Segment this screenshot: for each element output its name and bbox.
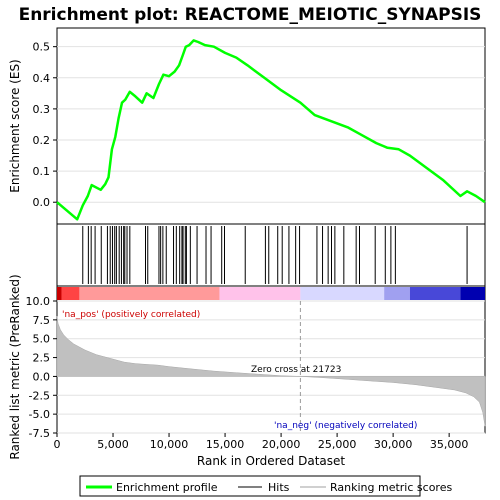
es-tick-label: 0.0	[33, 196, 51, 209]
es-tick-label: 0.2	[33, 134, 51, 147]
es-panel	[56, 27, 486, 225]
legend-ranking-label: Ranking metric scores	[330, 481, 452, 494]
x-tick-label: 20,000	[262, 438, 301, 451]
enrichment-profile-line	[56, 39, 486, 221]
chart-title: Enrichment plot: REACTOME_MEIOTIC_SYNAPS…	[19, 5, 482, 25]
color-bar-segment	[219, 287, 301, 300]
x-tick-label: 10,000	[150, 438, 189, 451]
x-tick-label: 0	[54, 438, 61, 451]
color-bar-segment	[409, 287, 461, 300]
x-axis-label: Rank in Ordered Dataset	[197, 454, 345, 468]
metric-tick-label: 2.5	[33, 352, 51, 365]
color-bar-segment	[384, 287, 410, 300]
color-bar-segment	[300, 287, 385, 300]
annotation-zero-cross: Zero cross at 21723	[251, 365, 341, 375]
es-grid	[57, 46, 485, 203]
legend-enrichment-label: Enrichment profile	[116, 481, 218, 494]
x-tick-label: 30,000	[374, 438, 413, 451]
legend-hits-label: Hits	[268, 481, 290, 494]
es-tick-label: 0.3	[33, 103, 51, 116]
x-tick-label: 15,000	[206, 438, 245, 451]
metric-tick-label: 10.0	[26, 295, 51, 308]
x-tick-label: 5,000	[97, 438, 129, 451]
es-y-axis-label: Enrichment score (ES)	[8, 59, 22, 192]
es-tick-label: 0.5	[33, 41, 51, 54]
color-bar-segment	[61, 287, 80, 300]
metric-tick-label: 7.5	[33, 314, 51, 327]
annotation-na-neg: 'na_neg' (negatively correlated)	[274, 421, 417, 431]
metric-tick-label: 0.0	[33, 370, 51, 383]
es-tick-label: 0.1	[33, 165, 51, 178]
color-bar-segment	[57, 287, 62, 300]
color-bar-segment	[460, 287, 485, 300]
ranking-metric-area	[56, 316, 486, 427]
metric-tick-label: -5.0	[29, 408, 50, 421]
metric-tick-label: -7.5	[29, 427, 50, 440]
es-y-ticks: 0.0 0.1 0.2 0.3 0.4 0.5	[33, 41, 57, 209]
x-tick-label: 35,000	[430, 438, 469, 451]
hits	[82, 226, 468, 284]
metric-y-axis-label: Ranked list metric (PreRanked)	[8, 274, 22, 459]
legend-box	[79, 475, 421, 497]
metric-tick-label: 5.0	[33, 333, 51, 346]
metric-tick-label: -2.5	[29, 389, 50, 402]
hits-panel	[56, 223, 486, 287]
x-ticks: 0 5,000 10,000 15,000 20,000 25,000 30,000 35,0…	[54, 433, 469, 451]
x-tick-label: 25,000	[318, 438, 357, 451]
color-bar-segment	[79, 287, 220, 300]
annotation-na-pos: 'na_pos' (positively correlated)	[62, 310, 200, 320]
metric-grid	[57, 300, 485, 434]
es-tick-label: 0.4	[33, 72, 51, 85]
rank-color-bar	[57, 287, 485, 300]
metric-y-ticks: 10.0 7.5 5.0 2.5 0.0 -2.5 -5.0 -7.5	[26, 295, 57, 440]
